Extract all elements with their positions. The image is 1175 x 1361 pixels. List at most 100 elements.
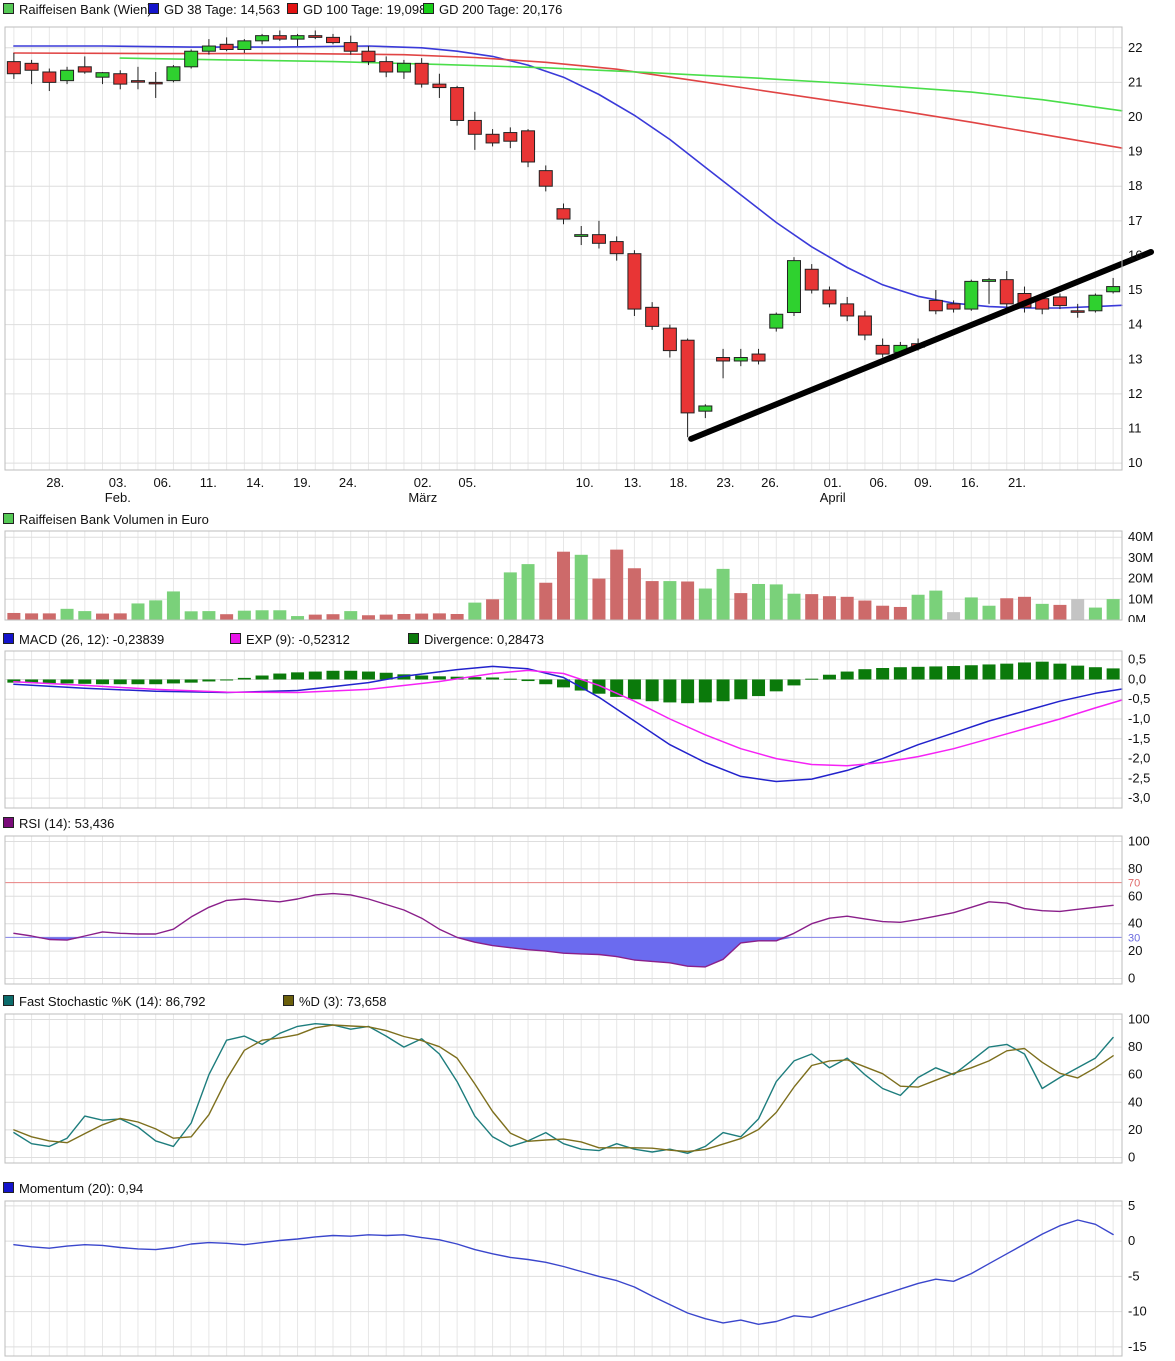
svg-text:April: April [820, 490, 846, 505]
stochastic-legend: Fast Stochastic %K (14): 86,792 %D (3): … [0, 994, 1175, 1012]
macd-label: MACD (26, 12): -0,23839 [19, 632, 165, 647]
svg-text:12: 12 [1128, 386, 1142, 401]
legend-item-stochastic-k: Fast Stochastic %K (14): 86,792 [3, 994, 205, 1009]
svg-text:20: 20 [1128, 1122, 1142, 1137]
svg-text:100: 100 [1128, 834, 1150, 848]
exp-swatch-icon [230, 633, 241, 644]
svg-text:19: 19 [1128, 144, 1142, 159]
svg-text:80: 80 [1128, 861, 1142, 876]
svg-text:-15: -15 [1128, 1339, 1147, 1354]
svg-text:11.: 11. [200, 475, 217, 490]
gd200-swatch-icon [423, 3, 434, 14]
rsi-legend: RSI (14): 53,436 [0, 816, 1175, 834]
svg-text:01.: 01. [824, 475, 842, 490]
svg-text:60: 60 [1128, 888, 1142, 903]
svg-text:40: 40 [1128, 916, 1142, 931]
svg-text:0,5: 0,5 [1128, 652, 1146, 667]
macd-chart: 0,5 0,0 -0,5 -1,0 -1,5 -2,0 -2,5 -3,0 [4, 650, 1150, 809]
svg-text:März: März [408, 490, 437, 505]
svg-text:10: 10 [1128, 455, 1142, 470]
svg-text:0,0: 0,0 [1128, 671, 1146, 686]
svg-text:22: 22 [1128, 40, 1142, 55]
legend-item-exp: EXP (9): -0,52312 [230, 632, 350, 647]
svg-text:0M: 0M [1128, 612, 1146, 622]
svg-text:60: 60 [1128, 1067, 1142, 1082]
divergence-label: Divergence: 0,28473 [424, 632, 544, 647]
svg-text:23.: 23. [716, 475, 734, 490]
svg-text:16: 16 [1128, 247, 1142, 262]
momentum-swatch-icon [3, 1182, 14, 1193]
svg-text:40: 40 [1128, 1094, 1142, 1109]
stochastic-d-swatch-icon [283, 995, 294, 1006]
svg-text:20: 20 [1128, 943, 1142, 958]
legend-item-divergence: Divergence: 0,28473 [408, 632, 544, 647]
instrument-label: Raiffeisen Bank (Wien) [19, 2, 152, 17]
legend-item-volume: Raiffeisen Bank Volumen in Euro [3, 512, 209, 527]
volume-swatch-icon [3, 513, 14, 524]
svg-text:-1,5: -1,5 [1128, 731, 1150, 746]
macd-swatch-icon [3, 633, 14, 644]
svg-text:11: 11 [1128, 420, 1142, 435]
svg-text:18: 18 [1128, 178, 1142, 193]
svg-text:14: 14 [1128, 317, 1142, 332]
svg-text:40M: 40M [1128, 529, 1153, 544]
svg-text:26.: 26. [761, 475, 779, 490]
svg-text:06.: 06. [869, 475, 887, 490]
exp-label: EXP (9): -0,52312 [246, 632, 350, 647]
svg-text:18.: 18. [670, 475, 688, 490]
svg-text:10.: 10. [576, 475, 594, 490]
svg-text:0: 0 [1128, 1149, 1135, 1164]
svg-text:13.: 13. [624, 475, 642, 490]
momentum-legend: Momentum (20): 0,94 [0, 1181, 1175, 1199]
volume-label: Raiffeisen Bank Volumen in Euro [19, 512, 209, 527]
svg-text:20M: 20M [1128, 571, 1153, 586]
instrument-swatch-icon [3, 3, 14, 14]
svg-text:-2,5: -2,5 [1128, 770, 1150, 785]
svg-text:-0,5: -0,5 [1128, 691, 1150, 706]
legend-item-macd: MACD (26, 12): -0,23839 [3, 632, 164, 647]
svg-text:03.: 03. [109, 475, 127, 490]
svg-text:0: 0 [1128, 971, 1135, 985]
price-chart: 22 21 20 19 18 17 16 15 14 13 12 11 10 28. 03.Feb. 06. 1… [4, 26, 1155, 505]
legend-item-momentum: Momentum (20): 0,94 [3, 1181, 143, 1196]
momentum-label: Momentum (20): 0,94 [19, 1181, 144, 1196]
svg-text:28.: 28. [46, 475, 64, 490]
svg-text:10M: 10M [1128, 591, 1153, 606]
svg-text:100: 100 [1128, 1012, 1150, 1027]
svg-text:06.: 06. [153, 475, 171, 490]
svg-text:24.: 24. [339, 475, 357, 490]
volume-chart: 40M 30M 20M 10M 0M [4, 529, 1153, 622]
svg-text:30: 30 [1128, 932, 1140, 944]
gd200-label: GD 200 Tage: 20,176 [439, 2, 563, 17]
momentum-chart: 5 0 -5 -10 -15 [4, 1199, 1147, 1357]
svg-text:19.: 19. [293, 475, 311, 490]
legend-item-gd38: GD 38 Tage: 14,563 [148, 2, 280, 17]
svg-text:Feb.: Feb. [105, 490, 131, 505]
svg-text:80: 80 [1128, 1039, 1142, 1054]
gd100-swatch-icon [287, 3, 298, 14]
rsi-swatch-icon [3, 817, 14, 828]
svg-text:0: 0 [1128, 1233, 1135, 1248]
svg-text:-1,0: -1,0 [1128, 711, 1150, 726]
svg-text:16.: 16. [961, 475, 979, 490]
legend-item-stochastic-d: %D (3): 73,658 [283, 994, 386, 1009]
stochastic-k-swatch-icon [3, 995, 14, 1006]
rsi-label: RSI (14): 53,436 [19, 816, 115, 831]
svg-text:13: 13 [1128, 351, 1142, 366]
svg-text:-3,0: -3,0 [1128, 790, 1150, 805]
legend-item-gd100: GD 100 Tage: 19,098 [287, 2, 426, 17]
macd-legend: MACD (26, 12): -0,23839 EXP (9): -0,5231… [0, 632, 1175, 650]
stochastic-k-label: Fast Stochastic %K (14): 86,792 [19, 994, 206, 1009]
svg-text:21.: 21. [1008, 475, 1026, 490]
legend-item-gd200: GD 200 Tage: 20,176 [423, 2, 562, 17]
price-legend: Raiffeisen Bank (Wien) GD 38 Tage: 14,56… [0, 2, 1175, 20]
gd100-label: GD 100 Tage: 19,098 [303, 2, 427, 17]
svg-text:09.: 09. [914, 475, 932, 490]
gd38-swatch-icon [148, 3, 159, 14]
svg-text:21: 21 [1128, 74, 1142, 89]
svg-text:30M: 30M [1128, 550, 1153, 565]
stochastic-d-label: %D (3): 73,658 [299, 994, 387, 1009]
volume-legend: Raiffeisen Bank Volumen in Euro [0, 512, 1175, 530]
svg-text:70: 70 [1128, 878, 1140, 890]
